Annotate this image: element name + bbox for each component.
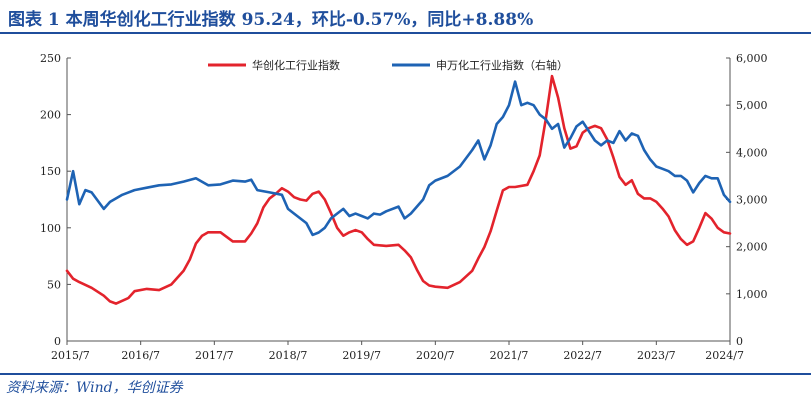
right-tick-label: 4,000 — [736, 146, 768, 159]
left-tick-label: 50 — [47, 278, 61, 291]
x-tick-label: 2018/7 — [269, 349, 308, 362]
series-line-2 — [65, 80, 732, 237]
source-note: 资料来源：Wind，华创证券 — [6, 380, 183, 396]
x-tick-label: 2024/7 — [705, 349, 744, 362]
top-divider — [0, 32, 811, 34]
right-tick-label: 6,000 — [736, 52, 768, 65]
right-tick-label: 3,000 — [736, 194, 768, 207]
x-tick-label: 2022/7 — [563, 349, 602, 362]
right-tick-label: 2,000 — [736, 241, 768, 254]
legend-label: 申万化工行业指数（右轴） — [436, 58, 568, 72]
x-tick-label: 2015/7 — [51, 349, 90, 362]
bottom-divider — [0, 373, 811, 375]
series-line-1 — [65, 74, 732, 305]
right-tick-label: 5,000 — [736, 99, 768, 112]
chart-title: 图表 1 本周华创化工行业指数 95.24，环比-0.57%，同比+8.88% — [8, 10, 534, 30]
legend: 华创化工行业指数 申万化工行业指数（右轴） — [208, 58, 568, 72]
series-layer — [65, 74, 732, 305]
left-tick-label: 150 — [40, 165, 61, 178]
line-chart: 0 50 100 150 200 250 0 1,000 2,000 3,000 4,000 5,00… — [40, 52, 768, 362]
left-tick-label: 100 — [40, 222, 61, 235]
left-tick-label: 200 — [40, 109, 61, 122]
x-tick-label: 2023/7 — [637, 349, 676, 362]
x-tick-label: 2019/7 — [342, 349, 381, 362]
axes: 0 50 100 150 200 250 0 1,000 2,000 3,000 4,000 5,00… — [40, 52, 768, 362]
right-tick-label: 0 — [736, 335, 743, 348]
x-tick-label: 2017/7 — [195, 349, 234, 362]
left-tick-label: 0 — [54, 335, 61, 348]
x-tick-label: 2016/7 — [121, 349, 160, 362]
right-tick-label: 1,000 — [736, 288, 768, 301]
left-tick-label: 250 — [40, 52, 61, 65]
x-tick-label: 2021/7 — [490, 349, 529, 362]
x-tick-label: 2020/7 — [416, 349, 455, 362]
legend-label: 华创化工行业指数 — [252, 58, 340, 72]
